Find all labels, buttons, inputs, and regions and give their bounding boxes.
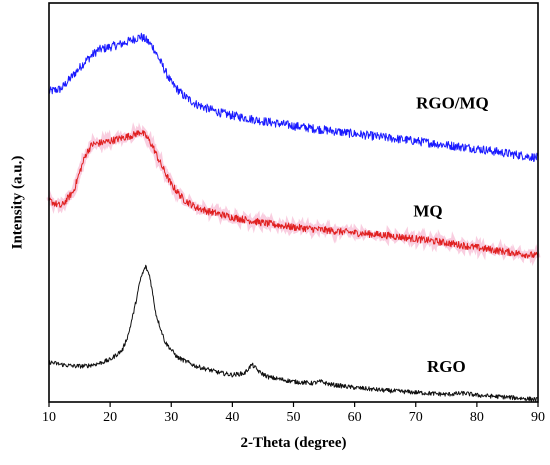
series-label-rgo: RGO: [427, 357, 466, 376]
x-tick-label: 80: [470, 410, 484, 425]
series-layer: [46, 32, 541, 402]
x-axis-label: 2-Theta (degree): [241, 435, 347, 451]
series-line-rgo: [48, 264, 539, 402]
x-tick-label: 10: [42, 410, 56, 425]
x-tick-label: 20: [103, 410, 117, 425]
x-tick-label: 40: [225, 410, 239, 425]
series-line-mq: [48, 129, 539, 259]
x-tick-label: 30: [164, 410, 178, 425]
plot-frame: [48, 2, 539, 403]
series-label-mq: MQ: [413, 201, 442, 220]
x-tick-label: 90: [531, 410, 545, 425]
series-line-rgo-mq: [48, 32, 539, 162]
x-ticks: 10 20 30 40 50 60 70 80 90: [42, 402, 545, 425]
x-tick-label: 50: [287, 410, 301, 425]
series-label-rgo-mq: RGO/MQ: [416, 94, 489, 113]
x-tick-label: 70: [409, 410, 423, 425]
x-tick-label: 60: [348, 410, 362, 425]
y-axis-label: Intensity (a.u.): [9, 156, 25, 250]
series-annotations: RGO/MQ MQ RGO: [413, 94, 488, 376]
